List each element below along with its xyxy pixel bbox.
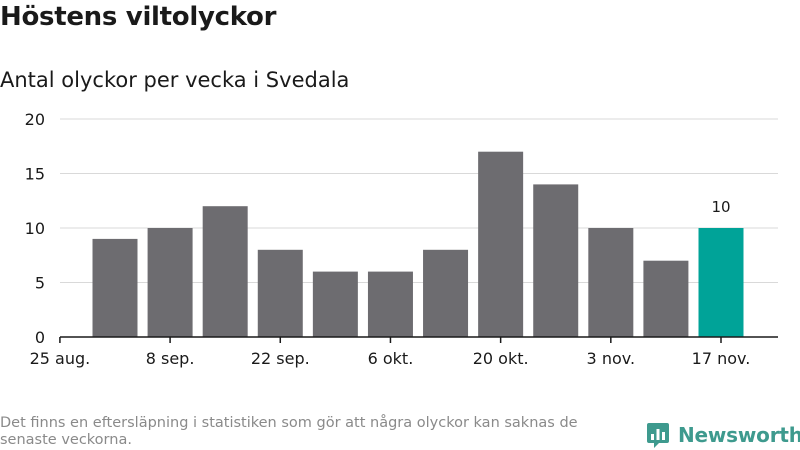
footnote: Det finns en eftersläpning i statistiken…	[0, 415, 578, 448]
bar	[533, 184, 579, 337]
x-tick-label: 3 nov.	[587, 349, 636, 368]
bar	[202, 206, 248, 337]
bar	[367, 271, 413, 337]
y-tick-label: 10	[25, 219, 45, 238]
x-tick-label: 6 okt.	[368, 349, 414, 368]
bar	[643, 260, 689, 337]
bar	[147, 228, 193, 337]
y-tick-label: 5	[35, 274, 45, 293]
x-tick-label: 20 okt.	[473, 349, 529, 368]
y-tick-label: 20	[25, 110, 45, 129]
x-tick-label: 25 aug.	[30, 349, 91, 368]
bar	[478, 151, 524, 337]
chart-title: Höstens viltolyckor	[0, 2, 277, 32]
brand-name: Newsworthy	[678, 423, 800, 447]
bar	[257, 249, 303, 337]
y-tick-label: 0	[35, 328, 45, 347]
chart-subtitle: Antal olyckor per vecka i Svedala	[0, 68, 350, 92]
x-tick-label: 8 sep.	[146, 349, 195, 368]
bar	[423, 249, 469, 337]
bar-chart-logo-icon	[647, 423, 669, 448]
bar	[312, 271, 358, 337]
y-tick-label: 15	[25, 165, 45, 184]
x-tick-label: 17 nov.	[692, 349, 751, 368]
x-tick-label: 22 sep.	[251, 349, 310, 368]
data-label: 10	[711, 198, 730, 216]
highlighted-bar	[698, 228, 744, 337]
bar	[588, 228, 634, 337]
bar	[92, 238, 138, 337]
newsworthy-brand[interactable]: Newsworthy	[645, 420, 800, 450]
